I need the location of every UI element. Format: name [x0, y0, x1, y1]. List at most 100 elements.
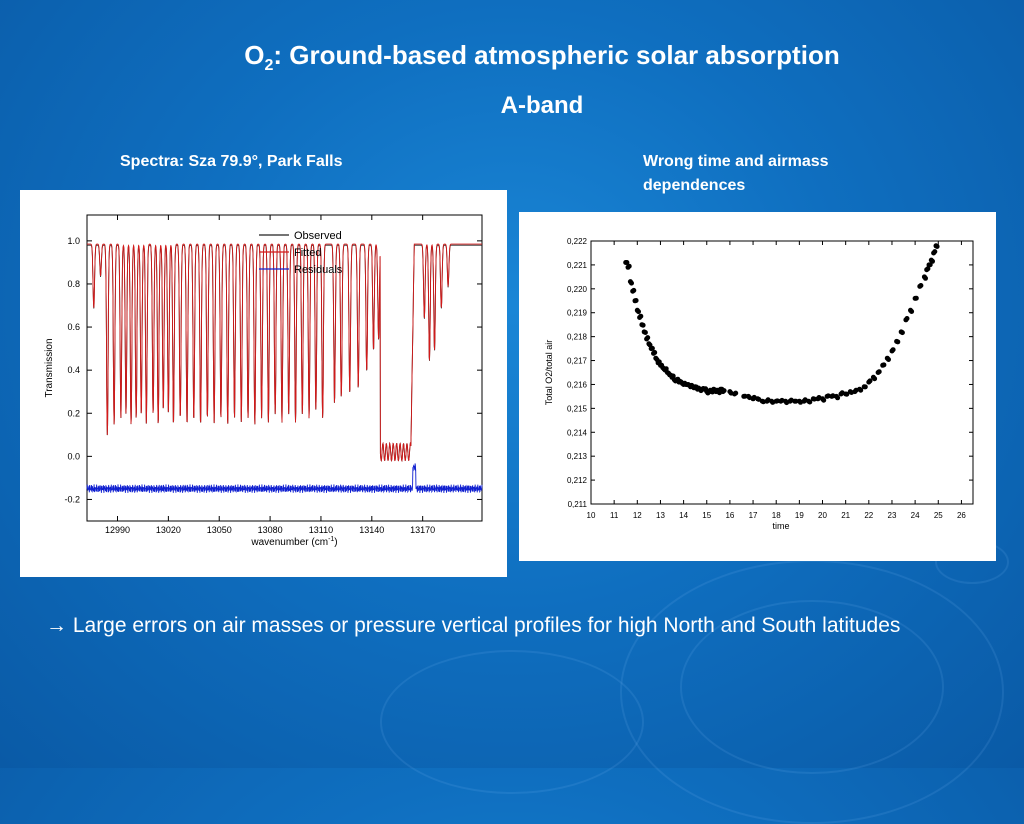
- caption-spectra: Spectra: Sza 79.9°, Park Falls: [120, 153, 343, 170]
- data-point: [626, 263, 632, 269]
- data-point: [821, 397, 827, 403]
- data-point: [631, 287, 637, 293]
- x-tick-label: 12990: [105, 525, 130, 535]
- y-tick-label: 0,217: [567, 357, 588, 366]
- y-tick-label: 0,218: [567, 333, 588, 342]
- x-tick-label: 20: [818, 511, 827, 520]
- y-tick-label: 0,216: [567, 380, 588, 389]
- title-subscript: 2: [264, 57, 274, 75]
- x-tick-label: 13: [656, 511, 665, 520]
- y-tick-label: 0.4: [67, 365, 80, 375]
- y-tick-label: 0.6: [67, 322, 80, 332]
- data-point: [721, 388, 727, 394]
- x-axis-label: wavenumber (cm-1): [250, 536, 337, 548]
- data-point: [872, 376, 878, 382]
- x-tick-label: 23: [888, 511, 897, 520]
- data-point: [636, 309, 641, 315]
- y-tick-label: 0,211: [568, 500, 588, 509]
- data-point: [807, 399, 813, 405]
- x-tick-label: 21: [841, 511, 850, 520]
- data-point: [642, 330, 648, 335]
- data-point: [881, 362, 887, 368]
- y-tick-label: 0.0: [67, 451, 80, 461]
- data-point: [925, 266, 931, 272]
- y-tick-label: 0,221: [567, 261, 588, 270]
- data-point: [867, 378, 873, 384]
- data-point: [793, 398, 799, 404]
- y-tick-label: 0,215: [567, 404, 588, 413]
- series-fitted: [87, 243, 482, 462]
- data-point: [904, 316, 910, 321]
- data-point: [663, 366, 669, 372]
- data-point: [930, 258, 935, 264]
- data-point: [645, 335, 651, 341]
- data-point: [890, 347, 896, 353]
- data-point: [909, 309, 915, 314]
- y-tick-label: 1.0: [67, 236, 80, 246]
- x-tick-label: 13140: [359, 525, 384, 535]
- spectrum-chart: -0.2 0.0 0.2 0.4 0.6 0.8 1.0 12990 13020 13050 130…: [44, 214, 483, 548]
- x-tick-label: 17: [749, 511, 758, 520]
- legend-label: Fitted: [294, 247, 322, 259]
- data-point: [624, 260, 630, 265]
- data-point: [858, 387, 864, 393]
- y-axis-label: Total O2/total air: [544, 340, 554, 406]
- x-tick-label: 13170: [410, 525, 435, 535]
- data-point: [923, 275, 928, 281]
- data-point: [844, 391, 850, 397]
- x-tick-label: 24: [911, 511, 920, 520]
- y-tick-label: 0,214: [567, 428, 588, 437]
- y-tick-label: 0,220: [567, 285, 588, 294]
- data-point: [932, 249, 938, 255]
- title-main-text: O: [244, 40, 265, 70]
- data-point: [638, 313, 644, 319]
- x-tick-label: 13080: [258, 525, 283, 535]
- y-tick-label: 0,212: [567, 476, 588, 485]
- x-tick-label: 18: [772, 511, 781, 520]
- y-axis-label: Transmission: [44, 338, 55, 397]
- data-point: [835, 395, 841, 401]
- x-tick-label: 25: [934, 511, 943, 520]
- data-point: [649, 345, 655, 351]
- data-point: [895, 339, 901, 345]
- x-tick-label: 13050: [207, 525, 232, 535]
- data-point: [899, 330, 905, 336]
- ratio-chart-panel: 0,211 0,212 0,213 0,214 0,215 0,216 0,217 0,218…: [519, 212, 996, 561]
- x-tick-label: 16: [725, 511, 734, 520]
- caption-dependences: Wrong time and airmass dependences: [643, 153, 829, 194]
- data-point: [633, 298, 639, 303]
- x-tick-label: 26: [957, 511, 966, 520]
- legend-label: Observed: [294, 230, 342, 242]
- data-point: [913, 295, 919, 301]
- series-residuals: [86, 463, 483, 494]
- x-tick-label: 13020: [156, 525, 181, 535]
- x-tick-label: 14: [679, 511, 688, 520]
- series-observed: [87, 244, 482, 463]
- x-tick-label: 22: [864, 511, 873, 520]
- x-tick-label: 10: [587, 511, 596, 520]
- data-point: [876, 369, 882, 375]
- conclusion-text: → Large errors on air masses or pressure…: [46, 614, 901, 637]
- data-point: [733, 390, 739, 396]
- data-point: [652, 350, 658, 355]
- slide-title: O2: Ground-based atmospheric solar absor…: [30, 40, 1024, 75]
- x-tick-label: 11: [610, 511, 619, 520]
- y-tick-label: 0.8: [67, 279, 80, 289]
- x-tick-label: 19: [795, 511, 804, 520]
- x-tick-label: 15: [702, 511, 711, 520]
- y-tick-label: 0,213: [567, 452, 588, 461]
- x-tick-label: 12: [633, 511, 642, 520]
- data-point: [886, 357, 891, 362]
- y-tick-label: 0,219: [567, 309, 588, 318]
- plot-frame: [590, 240, 974, 505]
- legend-label: Residuals: [294, 264, 343, 276]
- data-point: [934, 244, 940, 249]
- x-tick-label: 13110: [309, 525, 333, 535]
- data-point: [862, 384, 868, 390]
- x-axis-label: time: [772, 521, 789, 531]
- data-point: [629, 280, 634, 286]
- title-rest-text: : Ground-based atmospheric solar absorpt…: [273, 40, 840, 70]
- data-point: [918, 283, 924, 288]
- y-tick-label: -0.2: [64, 494, 80, 504]
- y-tick-label: 0.2: [67, 408, 80, 418]
